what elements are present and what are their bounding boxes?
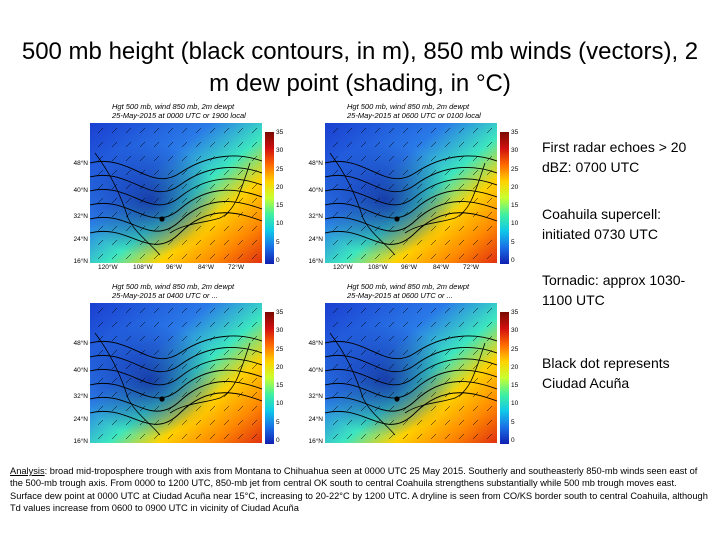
note-coahuila-supercell: Coahuila supercell: initiated 0730 UTC	[542, 206, 662, 242]
colorbar-tick-label: 20	[276, 363, 284, 371]
lat-label: 16°N	[73, 438, 88, 445]
colorbar-tick-label: 15	[511, 382, 519, 390]
lat-label: 16°N	[308, 438, 323, 445]
colorbar-tick-label: 30	[276, 327, 284, 335]
colorbar-tick-label: 15	[276, 382, 284, 390]
panel-title: Hgt 500 mb, wind 850 mb, 2m dewpt 25-May-…	[347, 102, 481, 120]
colorbar-tick-label: 10	[276, 220, 284, 228]
dewpoint-map	[324, 303, 498, 443]
colorbar-tick-label: 0	[511, 257, 515, 264]
lat-label: 32°N	[73, 393, 88, 400]
colorbar-tick-label: 0	[276, 257, 280, 264]
colorbar-tick-label: 25	[276, 165, 284, 173]
lat-label: 32°N	[308, 213, 323, 220]
lat-label: 16°N	[73, 258, 88, 265]
colorbar-tick-label: 30	[511, 327, 519, 335]
lat-label: 40°N	[73, 367, 88, 374]
colorbar-tick-label: 35	[511, 129, 519, 136]
colorbar-tick-label: 20	[276, 183, 284, 191]
lat-label: 40°N	[308, 367, 323, 374]
lat-label: 32°N	[308, 393, 323, 400]
colorbar-tick-label: 25	[511, 345, 519, 353]
colorbar	[500, 132, 509, 264]
lat-label: 48°N	[308, 160, 323, 167]
panel-title: Hgt 500 mb, wind 850 mb, 2m dewpt 25-May-…	[112, 282, 235, 300]
lat-label: 48°N	[73, 340, 88, 347]
colorbar-tick-label: 25	[511, 165, 519, 173]
colorbar-tick-label: 25	[276, 345, 284, 353]
colorbar-tick-label: 5	[276, 418, 280, 426]
slide-title: 500 mb height (black contours, in m), 85…	[21, 38, 699, 97]
note-radar-echoes: First radar echoes > 20 dBZ: 0700 UTC	[542, 139, 687, 175]
lon-label: 72°W	[463, 264, 479, 271]
colorbar-tick-label: 10	[511, 220, 519, 228]
panel-title: Hgt 500 mb, wind 850 mb, 2m dewpt 25-May-…	[347, 282, 470, 300]
lat-label: 48°N	[73, 160, 88, 167]
lat-label: 16°N	[308, 258, 323, 265]
lon-label: 72°W	[228, 264, 244, 271]
lon-label: 96°W	[401, 264, 417, 271]
lat-label: 24°N	[73, 236, 88, 243]
colorbar-tick-label: 15	[511, 202, 519, 210]
colorbar-tick-label: 5	[511, 238, 515, 246]
lon-label: 108°W	[133, 264, 153, 271]
colorbar	[265, 312, 274, 444]
note-black-dot: Black dot represents Ciudad Acuña	[542, 355, 670, 391]
map-panel-4: Hgt 500 mb, wind 850 mb, 2m dewpt 25-May-…	[295, 282, 505, 445]
lat-label: 24°N	[73, 416, 88, 423]
colorbar-tick-label: 20	[511, 363, 519, 371]
map-panel-1: Hgt 500 mb, wind 850 mb, 2m dewpt 25-May-…	[60, 102, 270, 265]
lat-label: 40°N	[308, 187, 323, 194]
colorbar-tick-label: 0	[276, 437, 280, 444]
colorbar-tick-label: 30	[276, 147, 284, 155]
lon-label: 120°W	[98, 264, 118, 271]
lat-label: 24°N	[308, 236, 323, 243]
panel-title: Hgt 500 mb, wind 850 mb, 2m dewpt 25-May-…	[112, 102, 246, 120]
lon-label: 96°W	[166, 264, 182, 271]
colorbar-tick-label: 30	[511, 147, 519, 155]
colorbar-tick-label: 35	[276, 309, 284, 316]
note-tornadic: Tornadic: approx 1030-1100 UTC	[542, 272, 686, 308]
colorbar-tick-label: 35	[276, 129, 284, 136]
colorbar-tick-label: 10	[276, 400, 284, 408]
lon-label: 84°W	[198, 264, 214, 271]
lon-label: 120°W	[333, 264, 353, 271]
lat-label: 40°N	[73, 187, 88, 194]
dewpoint-map	[89, 303, 263, 443]
dewpoint-map	[89, 123, 263, 263]
colorbar-tick-label: 5	[276, 238, 280, 246]
map-panel-2: Hgt 500 mb, wind 850 mb, 2m dewpt 25-May-…	[295, 102, 505, 265]
lon-label: 84°W	[433, 264, 449, 271]
colorbar-tick-label: 15	[276, 202, 284, 210]
colorbar	[500, 312, 509, 444]
colorbar-tick-label: 20	[511, 183, 519, 191]
colorbar-tick-label: 35	[511, 309, 519, 316]
dewpoint-map	[324, 123, 498, 263]
lon-label: 108°W	[368, 264, 388, 271]
lat-label: 48°N	[308, 340, 323, 347]
lat-label: 24°N	[308, 416, 323, 423]
colorbar-tick-label: 0	[511, 437, 515, 444]
map-panel-3: Hgt 500 mb, wind 850 mb, 2m dewpt 25-May-…	[60, 282, 270, 445]
colorbar-tick-label: 5	[511, 418, 515, 426]
analysis-paragraph: Analysis: broad mid-troposphere trough w…	[10, 465, 710, 514]
analysis-text: : broad mid-troposphere trough with axis…	[10, 466, 708, 513]
colorbar-tick-label: 10	[511, 400, 519, 408]
lat-label: 32°N	[73, 213, 88, 220]
colorbar	[265, 132, 274, 264]
analysis-label: Analysis	[10, 466, 45, 476]
